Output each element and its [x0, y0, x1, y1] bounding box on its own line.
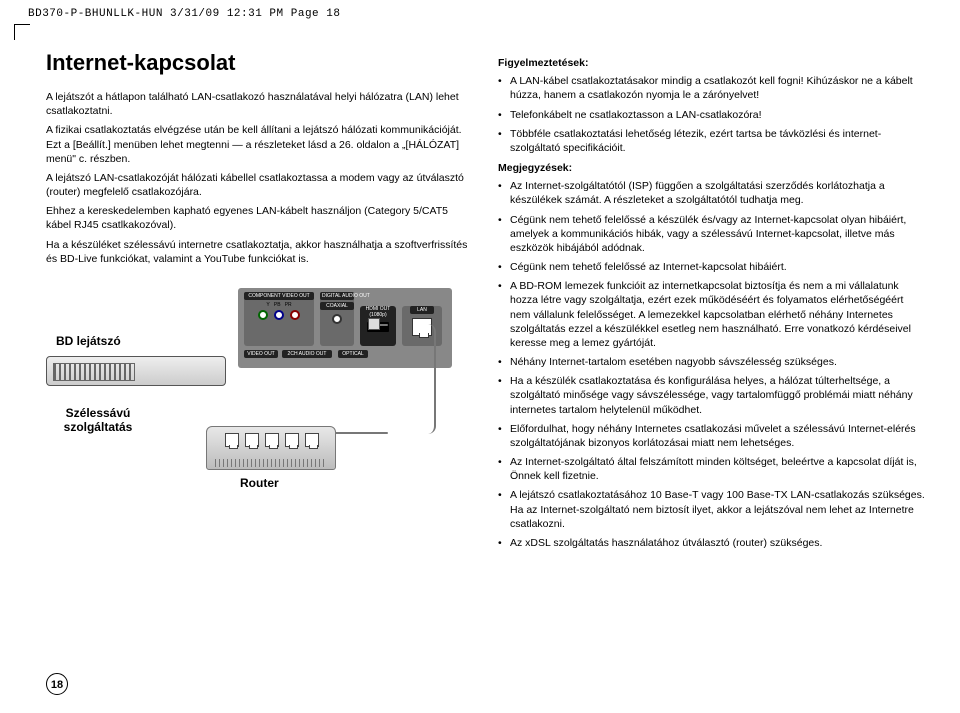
- warnings-list: A LAN-kábel csatlakoztatásakor mindig a …: [498, 74, 926, 155]
- router-port: [265, 433, 279, 447]
- print-header: BD370-P-BHUNLLK-HUN 3/31/09 12:31 PM Pag…: [0, 0, 960, 20]
- rca-y: [258, 310, 268, 320]
- rj45-plug-icon: [368, 318, 380, 330]
- paragraph: A fizikai csatlakoztatás elvégzése után …: [46, 123, 474, 166]
- optical-label: OPTICAL: [338, 350, 368, 358]
- notes-heading: Megjegyzések:: [498, 161, 926, 175]
- list-item: Az Internet-szolgáltatótól (ISP) függően…: [498, 179, 926, 207]
- list-item: A lejátszó csatlakoztatásához 10 Base-T …: [498, 488, 926, 531]
- paragraph: A lejátszó LAN-csatlakozóját hálózati ká…: [46, 171, 474, 199]
- bd-player-icon: [46, 356, 226, 386]
- router-port: [305, 433, 319, 447]
- right-column: Figyelmeztetések: A LAN-kábel csatlakozt…: [498, 50, 926, 555]
- list-item: A LAN-kábel csatlakoztatásakor mindig a …: [498, 74, 926, 102]
- page-title: Internet-kapcsolat: [46, 50, 474, 76]
- list-item: Néhány Internet-tartalom esetében nagyob…: [498, 355, 926, 369]
- notes-list: Az Internet-szolgáltatótól (ISP) függően…: [498, 179, 926, 550]
- component-out-group: COMPONENT VIDEO OUT Y PB PR: [244, 292, 314, 346]
- list-item: Az xDSL szolgáltatás használatához útvál…: [498, 536, 926, 550]
- router-port: [245, 433, 259, 447]
- audio-out-label: 2CH AUDIO OUT: [282, 350, 332, 358]
- broadband-label: Szélessávú szolgáltatás: [48, 406, 148, 435]
- router-icon: [206, 426, 336, 470]
- list-item: Az Internet-szolgáltató által felszámíto…: [498, 455, 926, 483]
- component-label: COMPONENT VIDEO OUT: [244, 292, 314, 300]
- bd-player-label: BD lejátszó: [56, 334, 121, 348]
- rca-pr: [290, 310, 300, 320]
- list-item: Többféle csatlakoztatási lehetőség létez…: [498, 127, 926, 155]
- list-item: Cégünk nem tehető felelőssé az Internet-…: [498, 260, 926, 274]
- paragraph: Ha a készüléket szélessávú internetre cs…: [46, 238, 474, 266]
- list-item: Előfordulhat, hogy néhány Internetes csa…: [498, 422, 926, 450]
- list-item: Ha a készülék csatlakoztatása és konfigu…: [498, 374, 926, 417]
- coax-label: COAXIAL: [320, 302, 354, 310]
- router-port: [285, 433, 299, 447]
- paragraph: Ehhez a kereskedelemben kapható egyenes …: [46, 204, 474, 232]
- rca-pb: [274, 310, 284, 320]
- router-ports: [225, 433, 319, 447]
- rca-coax: [332, 314, 342, 324]
- digital-audio-group: DIGITAL AUDIO OUT COAXIAL: [320, 292, 354, 346]
- router-port: [225, 433, 239, 447]
- digital-label: DIGITAL AUDIO OUT: [320, 292, 354, 300]
- video-out-label: VIDEO OUT: [244, 350, 278, 358]
- lan-cable: [386, 324, 436, 434]
- paragraph: A lejátszót a hátlapon található LAN-csa…: [46, 90, 474, 118]
- page-content: Internet-kapcsolat A lejátszót a hátlapo…: [0, 20, 960, 555]
- lan-label: LAN: [410, 306, 434, 314]
- list-item: A BD-ROM lemezek funkcióit az internetka…: [498, 279, 926, 350]
- connection-diagram: BD lejátszó Szélessávú szolgáltatás Rout…: [46, 276, 474, 506]
- router-label: Router: [240, 476, 279, 490]
- left-column: Internet-kapcsolat A lejátszót a hátlapo…: [46, 50, 474, 555]
- warnings-heading: Figyelmeztetések:: [498, 56, 926, 70]
- list-item: Telefonkábelt ne csatlakoztasson a LAN-c…: [498, 108, 926, 122]
- crop-mark: [14, 24, 30, 40]
- list-item: Cégünk nem tehető felelőssé a készülék é…: [498, 213, 926, 256]
- page-number: 18: [46, 673, 68, 695]
